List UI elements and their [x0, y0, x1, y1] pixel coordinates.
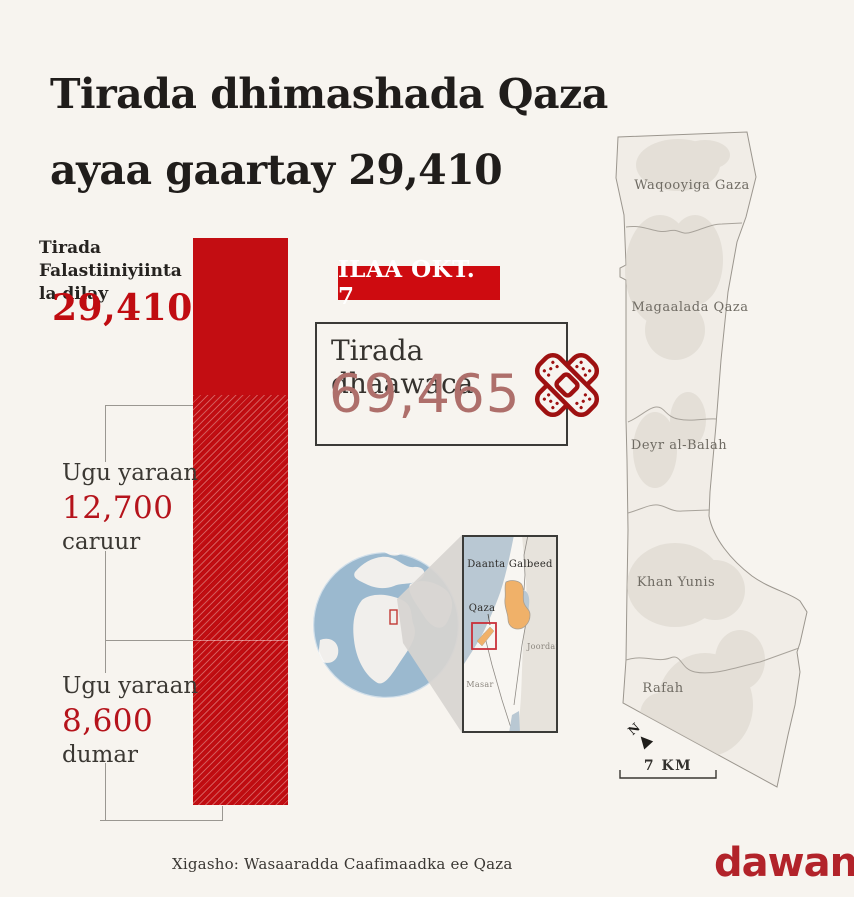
- bracket-women-v1: [105, 640, 106, 673]
- children-label: Ugu yaraan 12,700 caruur: [62, 459, 242, 557]
- region-label-north-gaza: Waqooyiga Gaza: [634, 178, 749, 193]
- children-value: 12,700: [62, 490, 174, 526]
- gaza-urban-texture: [625, 139, 765, 757]
- bar-segment-other: [193, 238, 288, 395]
- source-note: Xigasho: Wasaaradda Caafimaadka ee Qaza: [172, 855, 513, 873]
- bracket-children-v1: [105, 405, 106, 462]
- inset-border: [462, 535, 558, 733]
- bar-segment-women: [193, 640, 288, 805]
- bracket-women-tick: [222, 806, 223, 820]
- injured-value: 69,465: [329, 364, 521, 425]
- svg-text:N: N: [625, 720, 643, 738]
- bracket-women-bottom: [100, 820, 223, 821]
- injured-label: Tirada dhaawaca: [331, 334, 474, 400]
- date-badge: ILAA OKT. 7: [338, 256, 500, 310]
- globe-locator: [312, 535, 462, 733]
- bar-segment-divider: [193, 640, 288, 641]
- brand-logo: dawan: [714, 840, 854, 886]
- inset-west-bank: [504, 580, 531, 630]
- killed-label: Tirada Falastiiniyiinta la dilay: [39, 237, 204, 306]
- inset-gaza-strip: [476, 626, 495, 647]
- women-label: Ugu yaraan 8,600 dumar: [62, 672, 242, 770]
- inset-label-egypt: Masar: [466, 680, 493, 689]
- page-title: Tirada dhimashada Qaza ayaa gaartay 29,4…: [50, 56, 650, 208]
- scale-bar: [619, 770, 717, 779]
- region-label-rafah: Rafah: [642, 681, 683, 696]
- inset-label-jordan: Joordan: [526, 642, 558, 651]
- inset-label-gaza: Qaza: [469, 603, 496, 614]
- inset-sea: [462, 535, 514, 667]
- bar-segment-children: [193, 395, 288, 640]
- scale-label: 7 KM: [644, 758, 692, 774]
- women-prefix: Ugu yaraan: [62, 673, 199, 699]
- bracket-children-bottom: [105, 640, 193, 641]
- north-arrow-icon: N: [625, 720, 654, 750]
- killed-label-line1: Tirada Falastiiniyiinta: [39, 238, 182, 281]
- death-toll-bar: [193, 238, 288, 805]
- inset-label-west-bank: Daanta Galbeed: [467, 559, 553, 570]
- page-title-line1: Tirada dhimashada Qaza: [50, 70, 608, 118]
- children-suffix: caruur: [62, 529, 141, 555]
- region-label-khan-yunis: Khan Yunis: [637, 575, 715, 590]
- children-prefix: Ugu yaraan: [62, 460, 199, 486]
- inset-map: Daanta Galbeed Qaza Joordan Masar: [462, 535, 558, 733]
- globe-marker: [389, 609, 398, 625]
- region-label-deir-al-balah: Deyr al-Balah: [631, 438, 727, 453]
- district-boundaries: [625, 222, 800, 674]
- page-title-line2: ayaa gaartay 29,410: [50, 146, 503, 194]
- killed-value: 29,410: [52, 287, 193, 329]
- women-value: 8,600: [62, 703, 154, 739]
- inset-terrain: [517, 535, 558, 733]
- bracket-children-top: [105, 405, 193, 406]
- locator-wedge: [397, 535, 462, 733]
- gaza-map: Waqooyiga Gaza Magaalada Qaza Deyr al-Ba…: [615, 131, 808, 788]
- inset-gaza-highlight: [471, 622, 497, 650]
- women-suffix: dumar: [62, 742, 139, 768]
- injured-box: Tirada dhaawaca 69,465: [315, 322, 568, 446]
- bandage-icon: [534, 352, 600, 418]
- region-label-gaza-city: Magaalada Qaza: [631, 300, 748, 315]
- bracket-women-v2: [105, 763, 106, 820]
- bracket-children-v2: [105, 551, 106, 640]
- killed-label-line2: la dilay: [39, 284, 109, 304]
- inset-aqaba: [509, 711, 520, 733]
